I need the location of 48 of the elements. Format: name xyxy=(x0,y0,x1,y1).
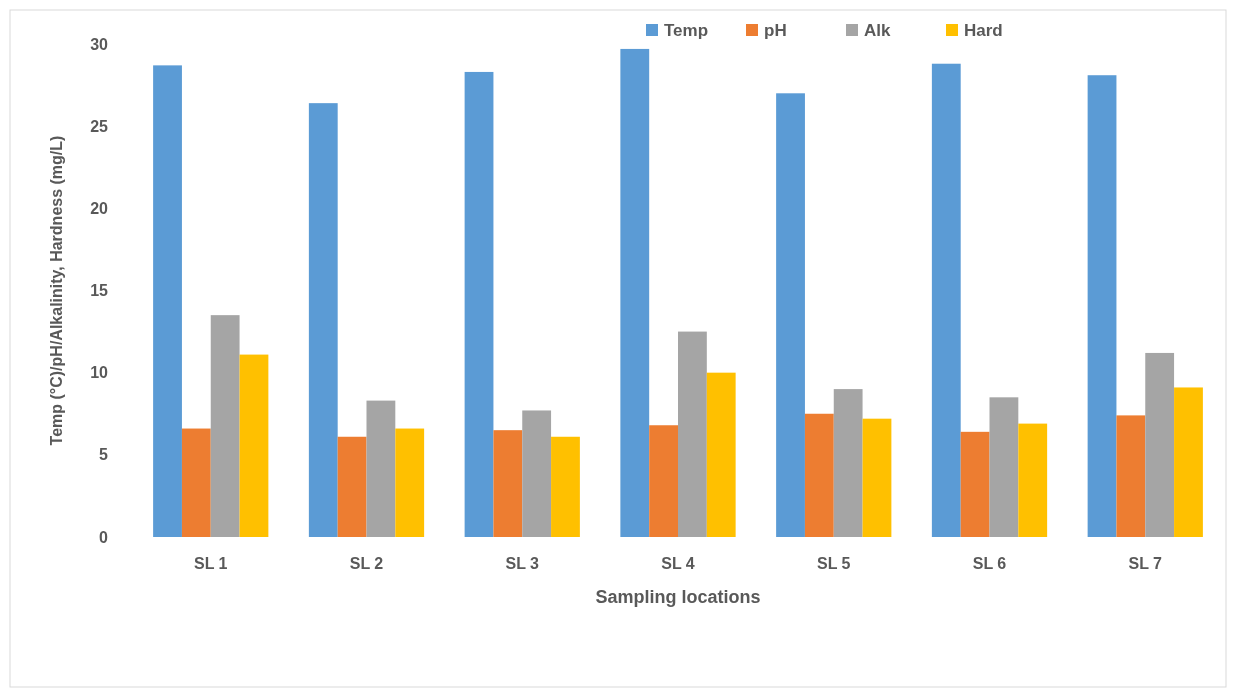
x-tick-label: SL 4 xyxy=(661,555,695,572)
legend-label: pH xyxy=(764,20,787,40)
x-tick-label: SL 1 xyxy=(193,555,228,572)
bar xyxy=(464,71,494,537)
bar xyxy=(960,431,990,537)
legend-label: Temp xyxy=(664,20,709,40)
bar xyxy=(181,428,211,537)
x-axis-title: Sampling locations xyxy=(595,587,761,607)
x-tick-label: SL 2 xyxy=(349,555,384,572)
bar xyxy=(620,48,650,537)
bar xyxy=(522,410,552,537)
x-tick-label: SL 5 xyxy=(817,555,851,572)
bar xyxy=(833,389,863,537)
y-axis-title: Temp (°C)/pH/Alkalinity, Hardness (mg/L) xyxy=(48,135,65,446)
bar xyxy=(706,372,736,537)
legend-label: Hard xyxy=(964,20,1003,40)
y-tick-label: 10 xyxy=(90,364,109,382)
bar xyxy=(1018,423,1048,537)
bar xyxy=(337,436,367,537)
bar xyxy=(153,65,182,537)
y-tick-label: 5 xyxy=(99,446,109,464)
bar xyxy=(210,315,240,537)
bar xyxy=(931,63,961,537)
bar xyxy=(678,331,707,537)
bar xyxy=(1116,415,1146,537)
bar xyxy=(862,418,892,537)
bar xyxy=(1145,352,1175,537)
legend-label: Alk xyxy=(864,20,891,40)
bar xyxy=(776,93,805,537)
bar xyxy=(366,400,396,537)
bar xyxy=(239,354,269,537)
y-tick-label: 15 xyxy=(90,282,109,300)
bar xyxy=(395,428,425,537)
bar xyxy=(649,425,678,537)
bar xyxy=(1174,387,1203,537)
y-tick-label: 20 xyxy=(90,199,109,217)
bar xyxy=(989,397,1019,537)
y-tick-label: 0 xyxy=(99,528,109,546)
x-tick-label: SL 3 xyxy=(505,555,540,572)
bar xyxy=(551,436,580,537)
x-tick-label: SL 7 xyxy=(1128,555,1163,572)
bar xyxy=(308,103,338,537)
bar xyxy=(493,430,523,537)
y-tick-label: 30 xyxy=(90,35,109,53)
bar xyxy=(1087,75,1117,537)
bar xyxy=(804,413,834,537)
x-tick-label: SL 6 xyxy=(972,555,1007,572)
y-tick-label: 25 xyxy=(90,117,109,135)
